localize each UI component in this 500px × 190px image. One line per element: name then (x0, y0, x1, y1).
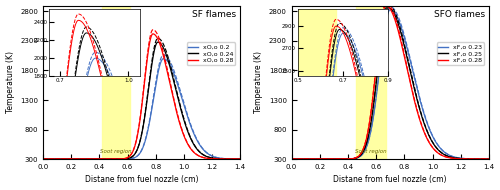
Bar (356, 6, 386, 159)
Text: Soot region: Soot region (356, 149, 387, 154)
Y-axis label: Temperature (K): Temperature (K) (254, 51, 263, 113)
Bar (102, 6, 130, 159)
Legend: xO,o 0.2, xO,o 0.24, xO,o 0.28: xO,o 0.2, xO,o 0.24, xO,o 0.28 (186, 42, 235, 65)
X-axis label: Distane from fuel nozzle (cm): Distane from fuel nozzle (cm) (334, 175, 447, 184)
Text: SFO flames: SFO flames (434, 10, 485, 19)
Text: Soot region: Soot region (100, 149, 132, 154)
Legend: xF,o 0.23, xF,o 0.25, xF,o 0.28: xF,o 0.23, xF,o 0.25, xF,o 0.28 (436, 42, 484, 65)
X-axis label: Distane from fuel nozzle (cm): Distane from fuel nozzle (cm) (85, 175, 198, 184)
Y-axis label: Temperature (K): Temperature (K) (6, 51, 15, 113)
Text: SF flames: SF flames (192, 10, 236, 19)
